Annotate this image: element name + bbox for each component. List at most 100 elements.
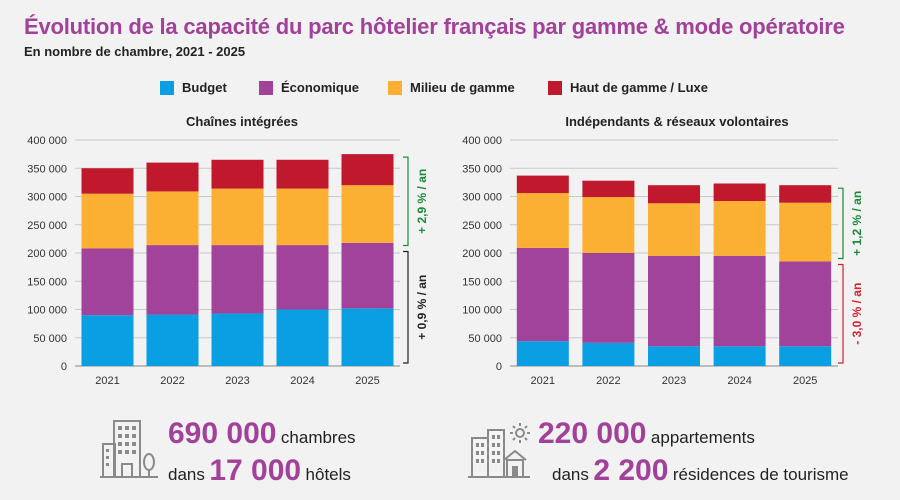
bar-segment-milieu-2021 bbox=[516, 193, 569, 248]
bar-segment-milieu-2023 bbox=[648, 203, 700, 256]
bar-segment-economique-2022 bbox=[582, 253, 635, 343]
y-tick-label-chaines: 150 000 bbox=[27, 276, 67, 288]
y-tick-label-independants: 250 000 bbox=[462, 220, 502, 232]
bar-segment-haut-2025 bbox=[779, 185, 832, 203]
bar-segment-economique-2024 bbox=[276, 245, 329, 310]
y-tick-label-independants: 0 bbox=[496, 361, 502, 373]
bar-segment-economique-2021 bbox=[81, 248, 134, 316]
x-tick-label-chaines: 2023 bbox=[225, 375, 249, 387]
bar-segment-budget-2024 bbox=[713, 346, 766, 366]
annotation-label-chaines: + 0,9 % / an bbox=[415, 275, 429, 340]
kpi-residences-line2: dans 2 200 résidences de tourisme bbox=[552, 454, 849, 488]
y-tick-label-chaines: 200 000 bbox=[27, 248, 67, 260]
bar-segment-haut-2021 bbox=[81, 168, 134, 194]
x-tick-label-chaines: 2024 bbox=[290, 375, 314, 387]
legend-item-haut: Haut de gamme / Luxe bbox=[548, 80, 708, 95]
bar-segment-budget-2023 bbox=[648, 346, 700, 366]
legend-item-milieu: Milieu de gamme bbox=[388, 80, 515, 95]
bar-segment-milieu-2022 bbox=[146, 191, 199, 246]
bar-segment-milieu-2022 bbox=[582, 197, 635, 253]
x-tick-label-chaines: 2025 bbox=[355, 375, 379, 387]
x-tick-label-independants: 2024 bbox=[727, 375, 751, 387]
bar-segment-economique-2021 bbox=[516, 247, 569, 342]
y-tick-label-chaines: 250 000 bbox=[27, 220, 67, 232]
annotation-bracket-independants bbox=[838, 263, 844, 364]
legend-swatch-haut bbox=[548, 80, 562, 95]
bar-segment-budget-2023 bbox=[211, 313, 264, 366]
chart-title-chaines: Chaînes intégrées bbox=[186, 114, 298, 129]
bar-segment-milieu-2021 bbox=[81, 193, 134, 249]
bar-segment-economique-2024 bbox=[713, 255, 766, 347]
x-tick-label-independants: 2023 bbox=[662, 375, 686, 387]
bar-segment-milieu-2025 bbox=[341, 185, 394, 243]
bar-segment-budget-2021 bbox=[516, 341, 569, 366]
bar-segment-economique-2023 bbox=[648, 255, 700, 347]
bar-segment-haut-2023 bbox=[211, 159, 264, 189]
bar-segment-budget-2024 bbox=[276, 309, 329, 366]
y-tick-label-independants: 150 000 bbox=[462, 276, 502, 288]
bar-segment-haut-2023 bbox=[648, 185, 700, 204]
y-tick-label-independants: 300 000 bbox=[462, 192, 502, 204]
kpi-hotels-line2: dans 17 000 hôtels bbox=[168, 454, 351, 488]
kpi-hotels-rooms-value: 690 000 bbox=[168, 417, 277, 450]
kpi-hotels-line1: 690 000 chambres bbox=[168, 417, 356, 451]
kpi-hotels-count-value: 17 000 bbox=[209, 454, 302, 487]
kpi-residences-apartments-unit: appartements bbox=[650, 428, 755, 447]
bar-segment-milieu-2023 bbox=[211, 188, 264, 246]
bar-segment-economique-2025 bbox=[341, 242, 394, 309]
y-tick-label-chaines: 50 000 bbox=[33, 333, 67, 345]
legend: Budget Économique Milieu de gamme Haut d… bbox=[0, 80, 900, 100]
legend-swatch-economique bbox=[259, 80, 273, 95]
legend-label-haut: Haut de gamme / Luxe bbox=[570, 80, 708, 95]
bar-segment-economique-2023 bbox=[211, 245, 264, 314]
bar-segment-budget-2025 bbox=[779, 346, 832, 366]
x-tick-label-chaines: 2021 bbox=[95, 375, 119, 387]
annotation-bracket-independants bbox=[838, 187, 844, 260]
legend-label-milieu: Milieu de gamme bbox=[410, 80, 515, 95]
kpi-residences-prefix: dans bbox=[552, 465, 589, 484]
y-tick-label-independants: 100 000 bbox=[462, 305, 502, 317]
bar-segment-budget-2025 bbox=[341, 308, 394, 366]
bar-segment-haut-2024 bbox=[713, 183, 766, 202]
kpi-hotels-rooms-unit: chambres bbox=[280, 428, 356, 447]
kpi-hotels-prefix: dans bbox=[168, 465, 205, 484]
y-tick-label-chaines: 400 000 bbox=[27, 135, 67, 147]
y-tick-label-chaines: 0 bbox=[61, 361, 67, 373]
legend-label-budget: Budget bbox=[182, 80, 227, 95]
chart-title-independants: Indépendants & réseaux volontaires bbox=[565, 114, 789, 129]
kpi-residences-apartments-value: 220 000 bbox=[538, 417, 647, 450]
y-tick-label-independants: 350 000 bbox=[462, 163, 502, 175]
y-tick-label-independants: 400 000 bbox=[462, 135, 502, 147]
bar-segment-economique-2022 bbox=[146, 245, 199, 315]
annotation-bracket-chaines bbox=[403, 156, 409, 247]
bar-segment-haut-2022 bbox=[146, 162, 199, 192]
y-tick-label-chaines: 350 000 bbox=[27, 163, 67, 175]
annotation-label-independants: + 1,2 % / an bbox=[850, 191, 864, 256]
kpi-hotels-count-unit: hôtels bbox=[305, 465, 351, 484]
legend-label-economique: Économique bbox=[281, 80, 360, 95]
bar-segment-budget-2022 bbox=[582, 342, 635, 366]
page-title: Évolution de la capacité du parc hôtelie… bbox=[24, 14, 845, 39]
kpi-residences-count-unit: résidences de tourisme bbox=[672, 465, 849, 484]
y-tick-label-chaines: 100 000 bbox=[27, 305, 67, 317]
bar-segment-budget-2022 bbox=[146, 314, 199, 366]
hotel-building-icon bbox=[100, 420, 158, 478]
residence-buildings-icon bbox=[468, 423, 530, 478]
bar-segment-haut-2024 bbox=[276, 159, 329, 189]
x-tick-label-independants: 2021 bbox=[531, 375, 555, 387]
bar-segment-budget-2021 bbox=[81, 315, 134, 366]
bar-segment-economique-2025 bbox=[779, 261, 832, 347]
x-tick-label-chaines: 2022 bbox=[160, 375, 184, 387]
bar-segment-milieu-2025 bbox=[779, 202, 832, 262]
y-tick-label-chaines: 300 000 bbox=[27, 192, 67, 204]
annotation-label-chaines: + 2,9 % / an bbox=[415, 169, 429, 234]
legend-swatch-milieu bbox=[388, 80, 402, 95]
legend-item-economique: Économique bbox=[259, 80, 359, 95]
bar-segment-milieu-2024 bbox=[713, 201, 766, 256]
y-tick-label-independants: 50 000 bbox=[468, 333, 502, 345]
annotation-label-independants: - 3,0 % / an bbox=[850, 283, 864, 345]
legend-swatch-budget bbox=[160, 80, 174, 95]
x-tick-label-independants: 2022 bbox=[596, 375, 620, 387]
bar-segment-haut-2022 bbox=[582, 180, 635, 198]
